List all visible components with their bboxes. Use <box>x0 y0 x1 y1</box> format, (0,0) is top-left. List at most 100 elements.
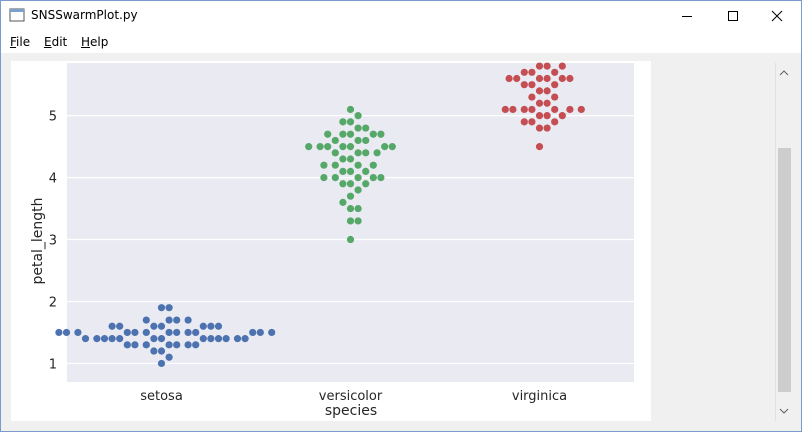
swarm-point <box>339 143 347 151</box>
x-tick-label: virginica <box>512 389 567 404</box>
swarm-point <box>165 341 173 349</box>
swarm-point <box>55 328 63 337</box>
swarm-point <box>222 335 230 343</box>
swarm-point <box>369 173 377 182</box>
swarm-point <box>520 68 528 76</box>
x-axis-label: species <box>325 403 377 419</box>
swarm-point <box>116 335 124 343</box>
swarm-point <box>233 335 242 343</box>
swarm-point <box>528 93 536 101</box>
swarm-point <box>362 124 370 132</box>
menu-item[interactable]: File <box>10 35 31 49</box>
title-bar: SNSSwarmPlot.py <box>1 1 801 31</box>
swarm-point <box>354 136 362 145</box>
swarm-point <box>566 105 574 114</box>
swarm-point <box>339 167 347 175</box>
swarm-point <box>354 112 362 120</box>
swarm-point <box>377 130 385 138</box>
swarm-point <box>150 322 158 330</box>
swarm-point <box>339 130 347 138</box>
swarm-point <box>535 99 544 107</box>
y-tick-label: 4 <box>49 172 57 187</box>
swarm-point <box>566 74 574 83</box>
swarm-point <box>520 105 528 114</box>
swarm-point <box>551 93 559 101</box>
swarm-point <box>108 335 116 343</box>
swarm-point <box>520 118 528 126</box>
swarm-point <box>316 143 324 151</box>
swarm-point <box>256 328 264 337</box>
swarm-point <box>346 180 355 188</box>
swarm-point <box>543 62 551 70</box>
swarm-point <box>381 143 389 151</box>
window-controls[interactable] <box>651 1 801 31</box>
swarm-point <box>207 322 215 330</box>
swarm-point <box>535 124 544 132</box>
swarm-point <box>535 87 544 95</box>
swarm-point <box>346 155 355 163</box>
swarm-point <box>501 105 509 114</box>
x-tick-label: setosa <box>140 389 183 404</box>
swarm-point <box>249 328 257 337</box>
swarm-point <box>558 112 566 120</box>
chart: species petal_length 1 2 3 4 5 setosa versicol… <box>11 61 651 421</box>
swarm-point <box>543 74 551 83</box>
swarm-point <box>142 316 150 324</box>
y-axis-label: petal_length <box>30 197 46 284</box>
swarm-point <box>116 322 124 330</box>
y-tick-label: 5 <box>49 110 57 125</box>
swarm-point <box>377 173 385 182</box>
x-tick-label: versicolor <box>319 389 383 404</box>
swarm-point <box>346 118 355 126</box>
swarm-point <box>543 112 551 120</box>
swarm-point <box>214 335 223 343</box>
swarm-point <box>142 341 150 349</box>
close[interactable] <box>771 10 783 22</box>
swarm-point <box>331 161 339 169</box>
y-tick-label: 1 <box>49 357 57 372</box>
swarm-point <box>142 328 150 337</box>
swarm-point <box>543 99 551 107</box>
swarm-point <box>362 167 370 175</box>
swarm-point <box>558 62 566 70</box>
maximize[interactable] <box>728 11 738 21</box>
swarm-point <box>551 105 559 114</box>
swarm-point <box>192 328 200 337</box>
menu-item[interactable]: Help <box>81 35 109 49</box>
scroll-arrows[interactable] <box>776 63 792 421</box>
swarm-point <box>123 328 131 337</box>
swarm-point <box>346 204 355 213</box>
swarm-point <box>157 322 166 330</box>
swarm-point <box>100 335 109 343</box>
swarm-point <box>346 143 355 151</box>
swarm-point <box>150 335 158 343</box>
swarm-point <box>369 161 377 169</box>
swarm-point <box>369 130 377 138</box>
swarm-point <box>165 328 173 337</box>
scroll-thumb[interactable] <box>778 148 791 392</box>
swarm-point <box>373 149 381 157</box>
app-icon <box>9 8 25 22</box>
swarm-point <box>62 328 71 337</box>
swarm-point <box>339 198 347 206</box>
swarm-point <box>346 235 355 244</box>
swarm-point <box>131 328 139 337</box>
menu-item[interactable]: Edit <box>44 35 68 49</box>
swarm-point <box>207 335 215 343</box>
scrollbar[interactable] <box>775 63 792 421</box>
swarm-point <box>354 217 362 225</box>
swarm-point <box>528 105 536 114</box>
swarm-point <box>354 149 362 157</box>
swarm-point <box>192 341 200 349</box>
swarm-point <box>346 192 355 200</box>
swarm-point <box>165 316 173 324</box>
swarm-point <box>157 347 166 355</box>
swarm-point <box>346 105 355 114</box>
y-tick-label: 2 <box>49 295 57 310</box>
swarm-point <box>81 335 90 343</box>
swarm-point <box>346 217 355 225</box>
swarm-point <box>199 335 207 343</box>
swarm-point <box>551 118 559 126</box>
swarm-point <box>184 328 192 337</box>
swarm-point <box>268 328 276 337</box>
